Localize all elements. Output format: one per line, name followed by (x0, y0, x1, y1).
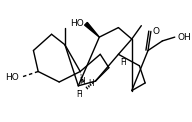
Text: HO: HO (5, 73, 19, 82)
Text: H: H (79, 77, 85, 86)
Text: OH: OH (178, 33, 191, 42)
Text: HO: HO (70, 19, 84, 28)
Polygon shape (85, 22, 99, 37)
Text: O: O (153, 27, 160, 36)
Text: H: H (88, 79, 94, 88)
Text: H̅: H̅ (120, 58, 126, 67)
Text: H̅: H̅ (76, 90, 82, 99)
